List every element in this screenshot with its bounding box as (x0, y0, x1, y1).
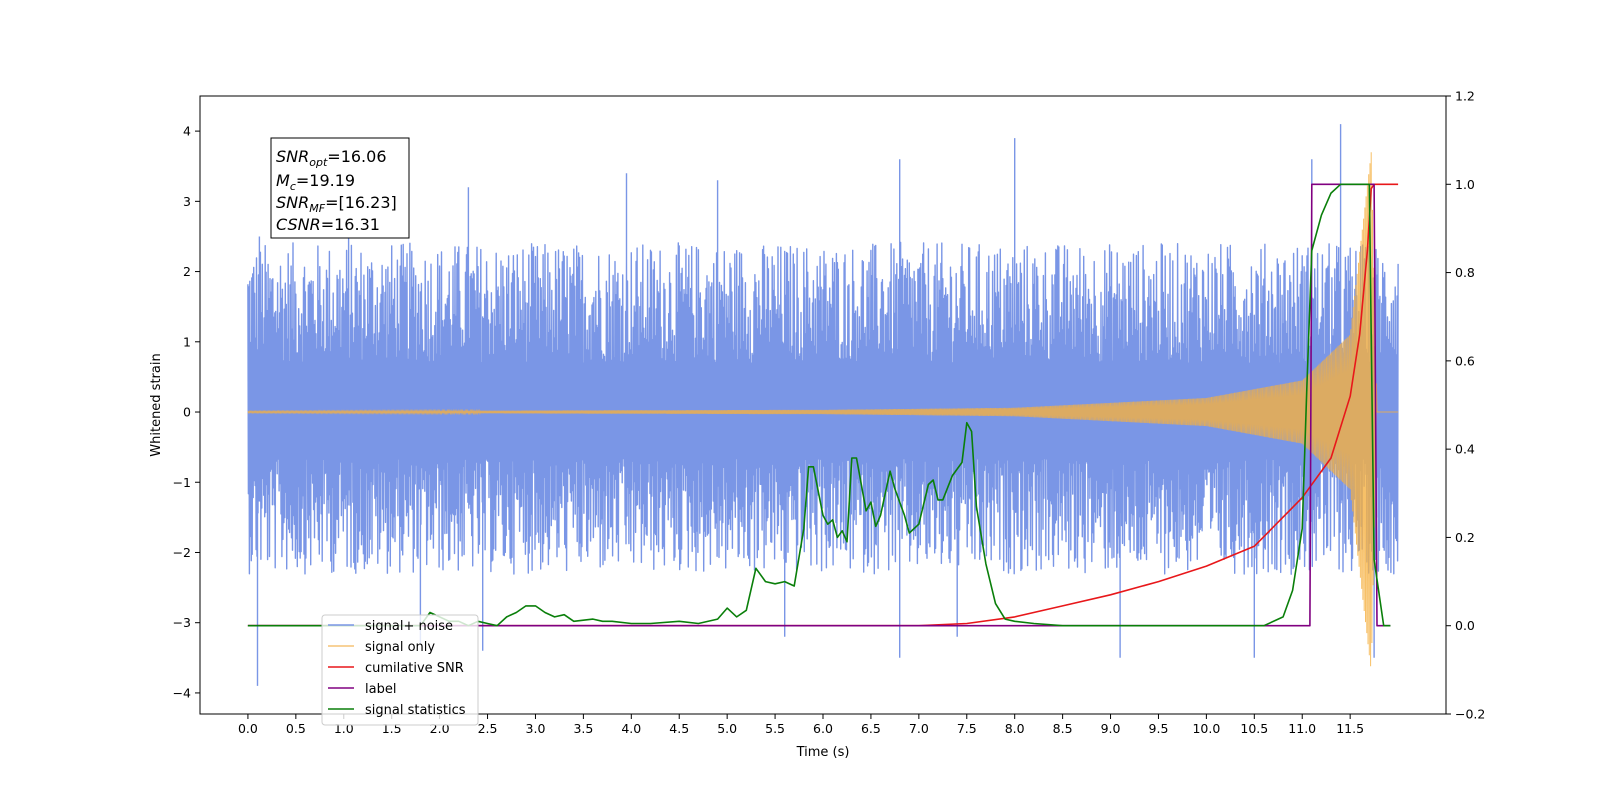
x-tick-label: 11.0 (1288, 721, 1316, 736)
x-tick-label: 3.0 (526, 721, 546, 736)
x-axis: 0.0 0.5 1.0 1.5 2.0 2.5 3.0 3.5 4.0 4.5 5.0 5.5 6.0 6… (238, 714, 1364, 736)
annotation-snr-opt: SNRopt=16.06 (276, 147, 387, 169)
x-tick-label: 5.5 (765, 721, 785, 736)
y-right-tick-label: 0.0 (1455, 618, 1475, 633)
y-right-tick-label: 0.6 (1455, 353, 1475, 368)
y-left-tick-label: 4 (183, 124, 191, 139)
y-right-tick-label: 1.0 (1455, 177, 1475, 192)
plot-data-layer (247, 124, 1399, 686)
y-left-tick-label: −3 (173, 615, 191, 630)
annotation-csnr: CSNR=16.31 (276, 215, 380, 234)
x-tick-label: 10.5 (1240, 721, 1268, 736)
y-left-tick-label: 3 (183, 194, 191, 209)
x-tick-label: 0.5 (286, 721, 306, 736)
x-tick-label: 8.0 (1005, 721, 1025, 736)
y-axis-left-label: Whitened strain (149, 353, 164, 456)
legend-label: signal+ noise (365, 619, 453, 634)
legend-label: signal only (365, 640, 435, 655)
x-tick-label: 6.0 (813, 721, 833, 736)
x-tick-label: 0.0 (238, 721, 258, 736)
x-tick-label: 7.5 (957, 721, 977, 736)
y-right-tick-label: 0.2 (1455, 530, 1475, 545)
x-tick-label: 3.5 (573, 721, 593, 736)
annotation-box: SNRopt=16.06 Mc=19.19 SNRMF=[16.23] CSNR… (270, 137, 410, 239)
y-left-tick-label: 2 (183, 264, 191, 279)
x-tick-label: 7.0 (909, 721, 929, 736)
x-tick-label: 11.5 (1336, 721, 1364, 736)
legend-frame (321, 614, 479, 726)
y-left-tick-label: −2 (173, 545, 191, 560)
series-cumilative-snr-line (247, 183, 1399, 627)
x-tick-label: 4.5 (669, 721, 689, 736)
y-left-tick-label: 1 (183, 334, 191, 349)
x-tick-label: 9.5 (1149, 721, 1169, 736)
x-tick-label: 10.0 (1192, 721, 1220, 736)
x-tick-label: 4.0 (621, 721, 641, 736)
legend-label: label (365, 682, 396, 697)
x-tick-label: 6.5 (861, 721, 881, 736)
y-right-tick-label: −0.2 (1455, 707, 1485, 722)
y-axis-left: −4 −3 −2 −1 0 1 2 3 4 (173, 124, 200, 700)
x-tick-label: 5.0 (717, 721, 737, 736)
y-left-tick-label: −1 (173, 475, 191, 490)
annotation-mc: Mc=19.19 (276, 171, 355, 193)
legend-label: cumilative SNR (365, 661, 464, 676)
x-tick-label: 8.5 (1053, 721, 1073, 736)
y-left-tick-label: −4 (173, 685, 191, 700)
legend: signal+ noise signal only cumilative SNR la… (321, 614, 479, 726)
x-tick-label: 2.5 (478, 721, 498, 736)
series-signal-only-line (247, 152, 1399, 667)
x-axis-label: Time (s) (796, 745, 850, 760)
annotation-frame (270, 137, 410, 239)
series-signal-statistics-line (247, 183, 1391, 627)
y-right-tick-label: 0.4 (1455, 442, 1475, 457)
y-left-tick-label: 0 (183, 405, 191, 420)
y-right-tick-label: 1.2 (1455, 89, 1475, 104)
annotation-snr-mf: SNRMF=[16.23] (276, 193, 397, 215)
y-axis-right: −0.2 0.0 0.2 0.4 0.6 0.8 1.0 1.2 (1446, 89, 1485, 722)
y-right-tick-label: 0.8 (1455, 265, 1475, 280)
x-tick-label: 9.0 (1101, 721, 1121, 736)
legend-label: signal statistics (365, 703, 466, 718)
